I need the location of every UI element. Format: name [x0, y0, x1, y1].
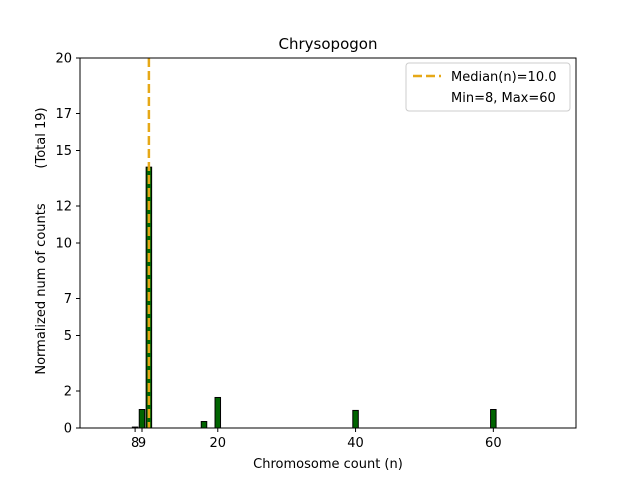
bar-n-20 [214, 396, 222, 429]
bar-n-18 [200, 421, 208, 429]
bar-n-40 [352, 409, 359, 429]
x-tick-label-9: 9 [138, 436, 146, 451]
x-tick-label-60: 60 [485, 436, 502, 451]
chart-title: Chrysopogon [279, 35, 378, 53]
y-tick-label-20: 20 [55, 52, 72, 67]
y-tick-label-10: 10 [55, 237, 72, 252]
x-tick-label-20: 20 [210, 436, 227, 451]
x-axis-label: Chromosome count (n) [253, 457, 403, 472]
x-axis: 89 20 40 60 [131, 428, 502, 451]
plot-background [80, 58, 576, 428]
y-tick-label-2: 2 [64, 385, 72, 400]
y-tick-label-7: 7 [64, 292, 72, 307]
bar-n-9 [138, 409, 146, 429]
legend-range-label: Min=8, Max=60 [451, 91, 556, 106]
y-axis-total-label: (Total 19) [34, 107, 49, 168]
y-axis: 0 2 5 7 10 12 15 17 20 [55, 52, 80, 437]
legend-box [405, 62, 571, 112]
x-tick-label-40: 40 [347, 436, 364, 451]
y-tick-label-15: 15 [55, 144, 72, 159]
y-tick-label-0: 0 [64, 422, 72, 437]
x-tick-label-8: 8 [131, 436, 139, 451]
plot-area [79, 57, 577, 429]
y-tick-label-17: 17 [55, 107, 72, 122]
bar-n-60 [490, 409, 497, 429]
y-tick-label-12: 12 [55, 200, 72, 215]
y-tick-label-5: 5 [64, 329, 72, 344]
legend: Median(n)=10.0 Min=8, Max=60 [405, 62, 571, 112]
legend-median-label: Median(n)=10.0 [451, 70, 557, 85]
y-axis-label: Normalized num of counts [34, 203, 49, 374]
